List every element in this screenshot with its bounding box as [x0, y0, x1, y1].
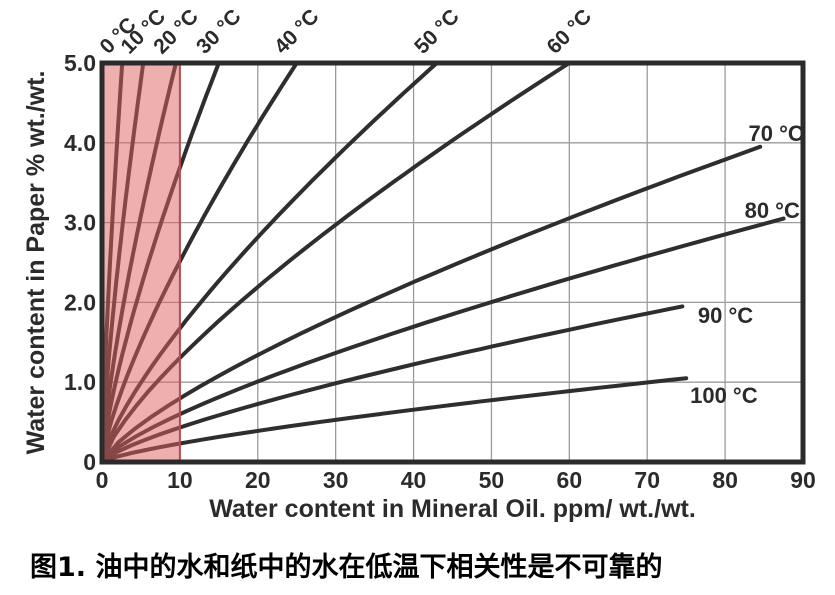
- y-tick-label: 5.0: [64, 50, 96, 76]
- temp-label-30c: 30 °C: [192, 5, 246, 59]
- curve-80c: [100, 216, 786, 464]
- temp-label-60c: 60 °C: [543, 5, 597, 59]
- x-tick-label: 80: [712, 467, 738, 493]
- x-tick-label: 70: [634, 467, 660, 493]
- y-tick-label: 1.0: [64, 369, 96, 395]
- x-tick-label: 90: [790, 467, 816, 493]
- x-tick-label: 0: [96, 467, 109, 493]
- x-tick-label: 30: [323, 467, 349, 493]
- x-axis-tick-labels: 0 10 20 30 40 50 60 70 80 90: [96, 467, 816, 493]
- figure-caption: 图1. 油中的水和纸中的水在低温下相关性是不可靠的: [30, 552, 663, 583]
- isotherm-curves: [100, 61, 786, 464]
- low-temp-highlight-region: [102, 63, 181, 462]
- x-axis-title: Water content in Mineral Oil. ppm/ wt./w…: [209, 495, 696, 523]
- temp-label-50c: 50 °C: [410, 5, 464, 59]
- x-tick-label: 60: [557, 467, 583, 493]
- curve-90c: [100, 304, 685, 464]
- temp-label-70c: 70 °C: [749, 121, 804, 146]
- y-tick-label: 4.0: [64, 130, 96, 156]
- moisture-equilibrium-chart: 0 10 20 30 40 50 60 70 80 90 0 1.0 2.0 3.0 4.0 5.0 Water…: [22, 5, 816, 523]
- y-axis-tick-labels: 0 1.0 2.0 3.0 4.0 5.0: [64, 50, 96, 475]
- y-tick-label: 2.0: [64, 289, 96, 315]
- x-tick-label: 20: [245, 467, 271, 493]
- temp-label-40c: 40 °C: [270, 5, 324, 59]
- x-tick-label: 10: [167, 467, 193, 493]
- y-tick-label: 0: [83, 449, 96, 475]
- curve-100c: [100, 376, 689, 464]
- plot-frame: [99, 60, 806, 465]
- x-tick-label: 50: [479, 467, 505, 493]
- y-tick-label: 3.0: [64, 210, 96, 236]
- y-axis-title: Water content in Paper % wt./wt.: [22, 71, 50, 455]
- curve-70c: [100, 144, 763, 464]
- temp-label-80c: 80 °C: [745, 198, 800, 223]
- gridlines: [102, 63, 803, 462]
- highlight-rect: [102, 63, 180, 462]
- x-tick-label: 40: [401, 467, 427, 493]
- temp-label-90c: 90 °C: [698, 303, 753, 328]
- temp-label-100c: 100 °C: [690, 383, 758, 408]
